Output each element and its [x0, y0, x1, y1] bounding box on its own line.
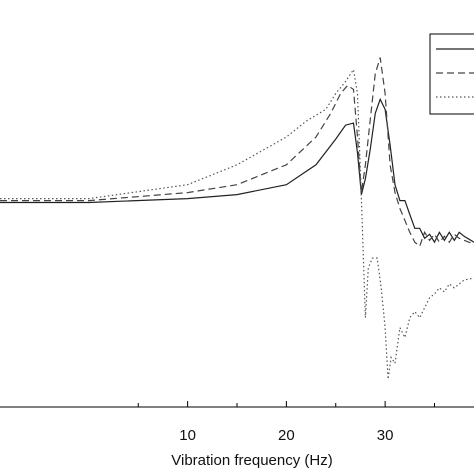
series-line-dashed — [0, 57, 474, 248]
legend-samples — [436, 48, 474, 98]
legend-box — [429, 33, 474, 115]
x-ticks: 10 20 30 — [137, 401, 435, 444]
series-line-solid — [0, 97, 474, 244]
x-tick-label: 20 — [278, 427, 295, 444]
series-layer — [0, 57, 474, 380]
x-tick-label: 30 — [377, 427, 394, 444]
series-line-dotted — [0, 68, 474, 380]
legend — [429, 33, 474, 115]
x-tick-label: 10 — [179, 427, 196, 444]
x-axis-title: Vibration frequency (Hz) — [171, 452, 332, 469]
